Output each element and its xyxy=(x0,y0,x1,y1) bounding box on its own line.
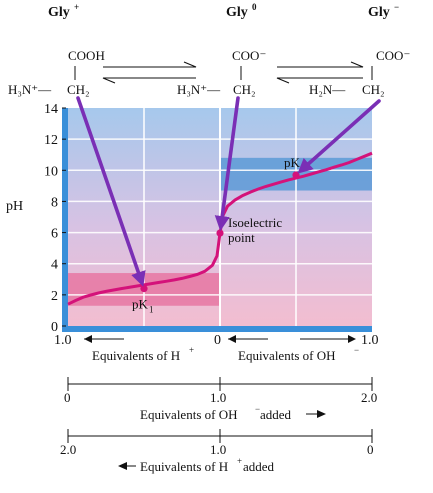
x-top-arrow-mid-head xyxy=(228,335,236,343)
axis-label-suffix: added xyxy=(260,407,292,422)
y-tick-label: 14 xyxy=(44,102,58,117)
axis-tick-label: 2.0 xyxy=(60,442,76,457)
species-charge: − xyxy=(394,2,399,12)
y-tick-label: 0 xyxy=(51,320,58,335)
species-group: COOH xyxy=(68,48,105,63)
species-arrow xyxy=(76,96,146,287)
species-carbon: CH₂ xyxy=(233,82,256,97)
x-top-left-sup: + xyxy=(189,345,194,355)
x-top-arrow-left-head xyxy=(84,335,92,343)
marker-label-pk2: pK xyxy=(284,155,301,170)
axis-tick-label: 0 xyxy=(367,442,374,457)
marker-label-point: point xyxy=(228,230,255,245)
species-group: COO⁻ xyxy=(232,48,266,63)
axis-label: Equivalents of OH xyxy=(140,407,237,422)
marker-label-pk1: pK xyxy=(132,297,149,312)
y-axis-label: pH xyxy=(6,199,23,214)
x-top-right-label: Equivalents of OH xyxy=(238,348,335,363)
axis-label-sup: + xyxy=(237,456,242,466)
species-gly-zero: Gly 0 COO⁻ H₃N⁺— CH₂ xyxy=(177,2,266,97)
x-top-arrow-right-head xyxy=(348,335,356,343)
y-tick-label: 4 xyxy=(51,258,58,273)
axis-tick-label: 1.0 xyxy=(210,390,226,405)
species-amine: H₃N⁺— xyxy=(177,82,221,97)
axis-tick-label: 1.0 xyxy=(210,442,226,457)
axis-arrow-head xyxy=(118,462,127,470)
x-axis-bar xyxy=(62,326,372,332)
x-tick-right: 1.0 xyxy=(361,333,379,348)
y-axis-ticks: 0 2 4 6 8 10 12 14 xyxy=(44,102,66,335)
x-tick-left: 1.0 xyxy=(54,333,72,348)
x-axis-oh-added: 0 1.0 2.0 Equivalents of OH − added xyxy=(64,377,377,422)
species-charge: + xyxy=(74,2,79,12)
x-top-right-sup: − xyxy=(354,345,359,355)
axis-label-suffix: added xyxy=(243,459,275,474)
species-amine: H₃N⁺— xyxy=(8,82,52,97)
axis-label-sup: − xyxy=(255,404,260,414)
species-charge: 0 xyxy=(252,2,257,12)
x-tick-mid: 0 xyxy=(214,333,221,348)
species-name: Gly xyxy=(48,5,70,20)
species-name: Gly xyxy=(368,5,390,20)
curve-marker xyxy=(216,229,224,237)
species-carbon: CH₂ xyxy=(67,82,90,97)
curve-marker xyxy=(292,171,300,179)
curve-marker xyxy=(140,285,148,293)
axis-label: Equivalents of H xyxy=(140,459,228,474)
species-carbon: CH₂ xyxy=(362,82,385,97)
y-tick-label: 12 xyxy=(44,133,58,148)
axis-tick-label: 2.0 xyxy=(361,390,377,405)
marker-label-sub: 1 xyxy=(149,305,154,315)
species-gly-plus: Gly + COOH H₃N⁺— CH₂ xyxy=(8,2,105,97)
plot-axes xyxy=(62,108,372,332)
equilibrium-arrow-2 xyxy=(276,61,364,84)
axis-arrow-head xyxy=(317,410,326,418)
species-group: COO⁻ xyxy=(376,48,410,63)
marker-label-isoelectric: Isoelectric xyxy=(228,215,282,230)
x-top-left-label: Equivalents of H xyxy=(92,348,180,363)
species-arrow xyxy=(297,99,381,174)
species-arrow xyxy=(214,96,240,232)
y-tick-label: 2 xyxy=(51,289,58,304)
equilibrium-arrow-1 xyxy=(102,61,197,84)
axis-tick-label: 0 xyxy=(64,390,71,405)
species-arrows xyxy=(76,96,381,287)
species-name: Gly xyxy=(226,5,248,20)
y-axis-bar xyxy=(62,108,68,332)
y-tick-label: 6 xyxy=(51,227,58,242)
x-axis-top: 1.0 0 1.0 Equivalents of H + Equivalents… xyxy=(54,333,379,363)
species-amine: H₂N— xyxy=(309,82,346,97)
y-tick-label: 8 xyxy=(51,195,58,210)
y-tick-label: 10 xyxy=(44,164,58,179)
species-gly-minus: Gly − COO⁻ H₂N— CH₂ xyxy=(309,2,410,97)
x-axis-h-added: 2.0 1.0 0 Equivalents of H + added xyxy=(60,429,374,474)
